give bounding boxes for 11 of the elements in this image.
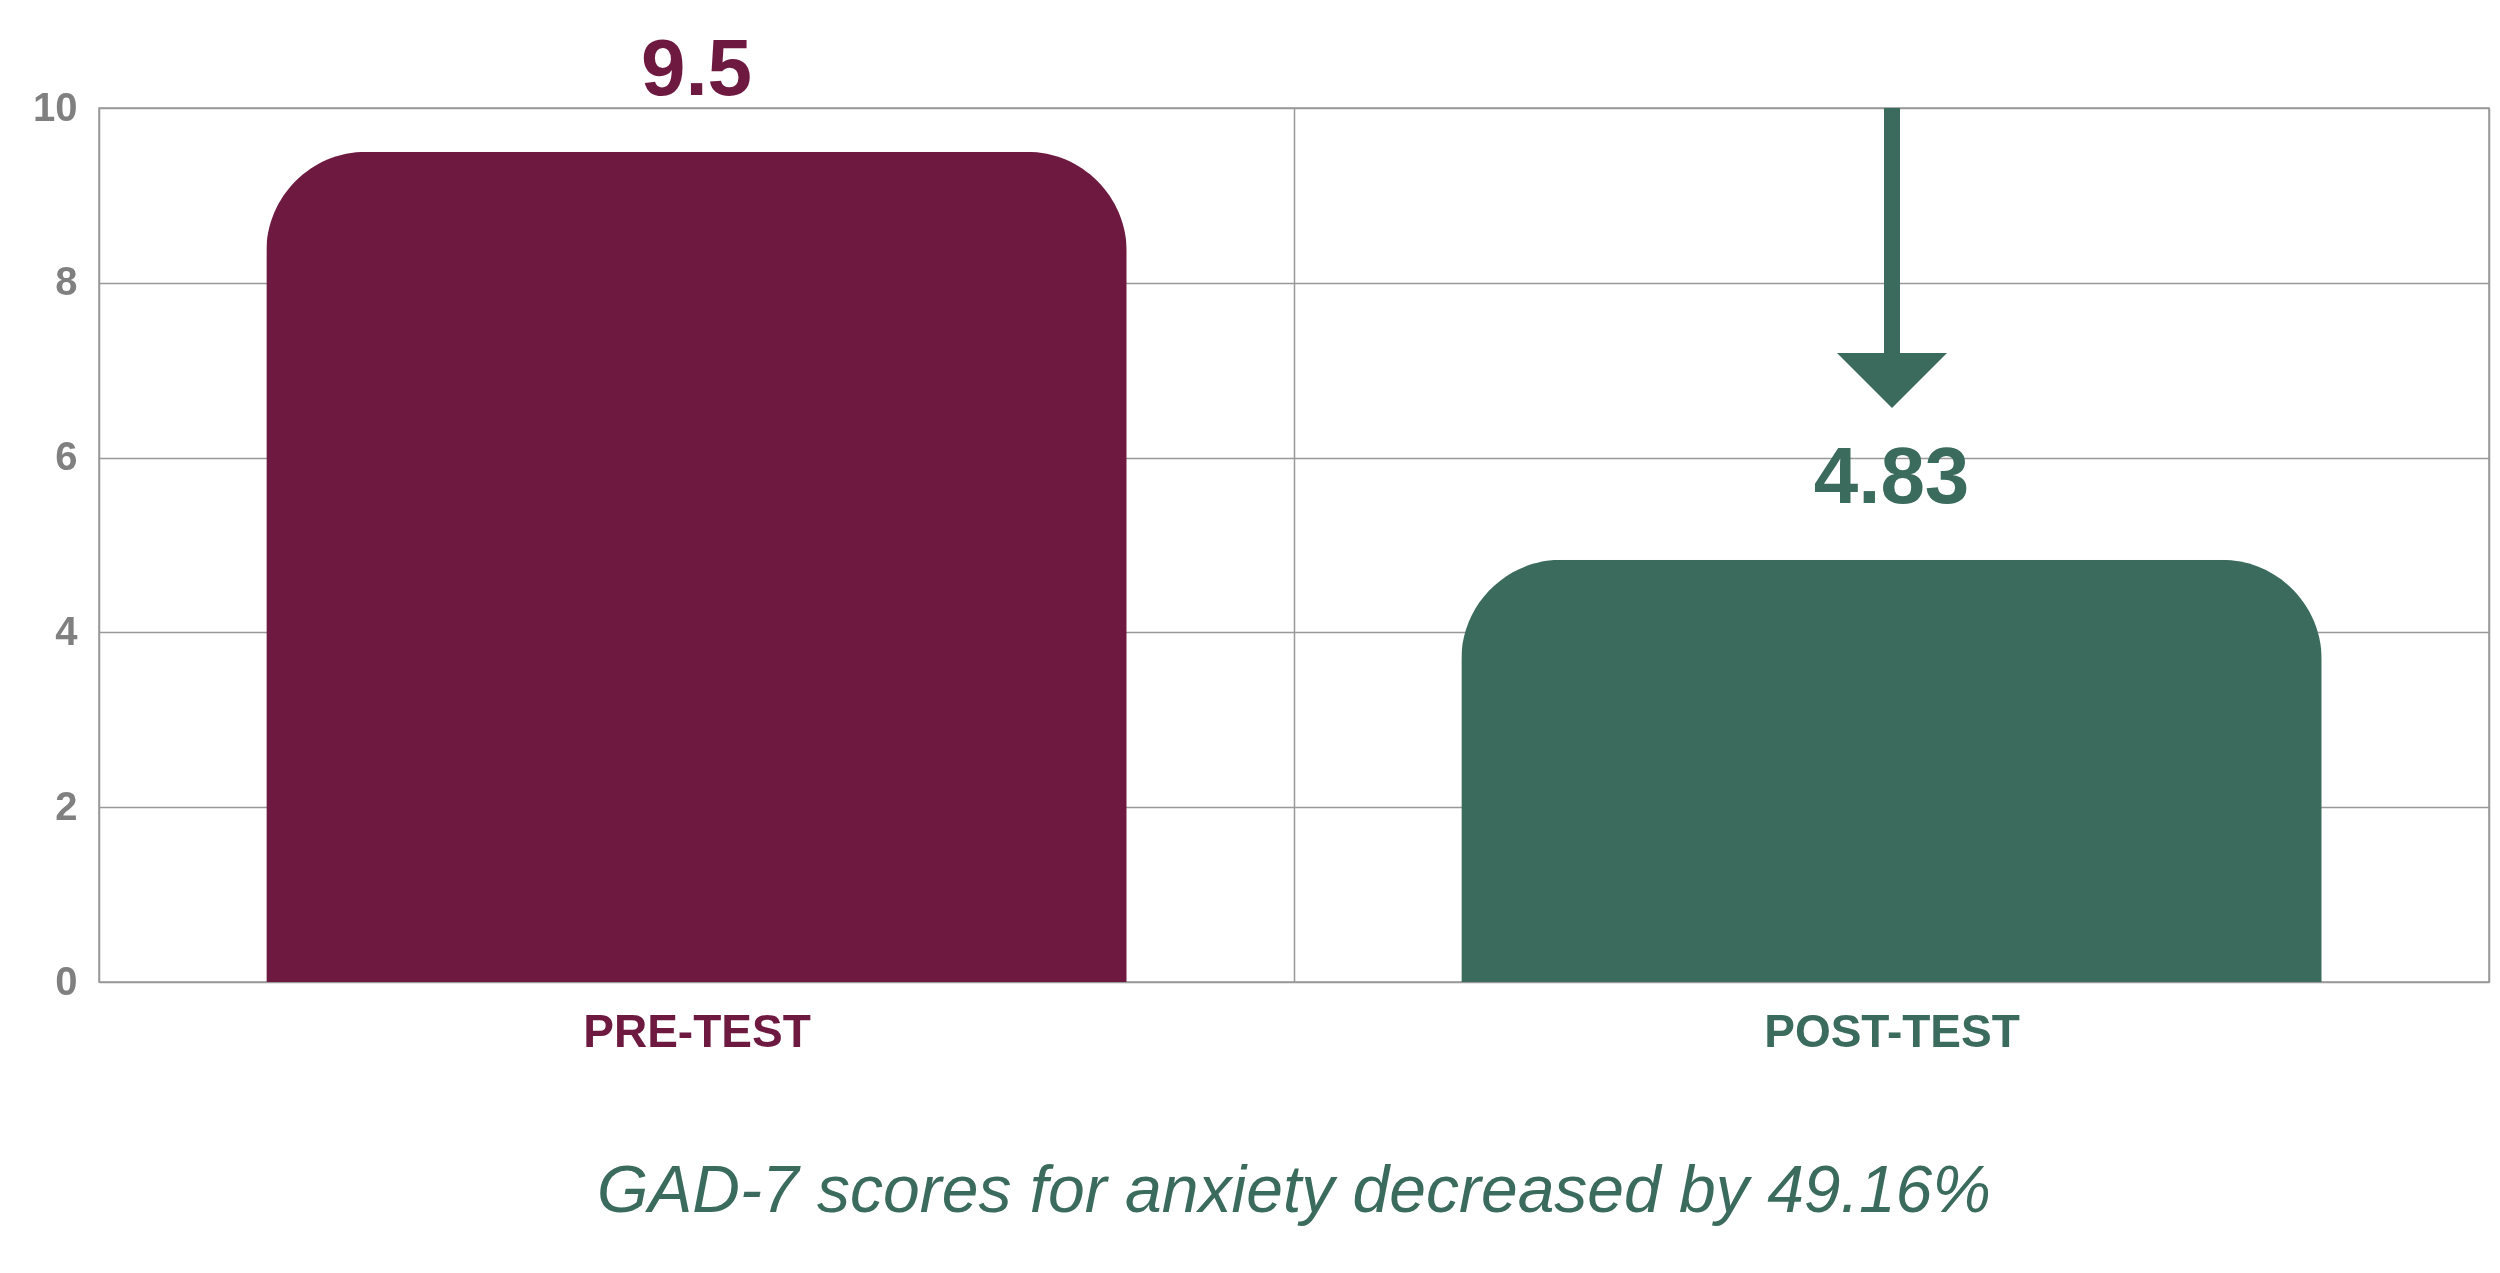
y-tick-label: 4 [55, 608, 79, 653]
y-tick-label: 2 [55, 783, 78, 828]
data-label: 9.5 [640, 22, 753, 112]
y-tick-label: 0 [55, 958, 78, 1003]
y-tick-label: 8 [55, 259, 78, 304]
y-tick-label: 10 [33, 84, 78, 129]
x-tick-label: POST-TEST [1764, 1004, 2020, 1057]
data-label: 4.83 [1813, 430, 1970, 520]
text: GAD-7 scores for anxiety decreased by 49.16% [596, 1152, 1992, 1226]
x-tick-label: PRE-TEST [583, 1004, 811, 1057]
y-tick-label: 6 [55, 434, 78, 479]
